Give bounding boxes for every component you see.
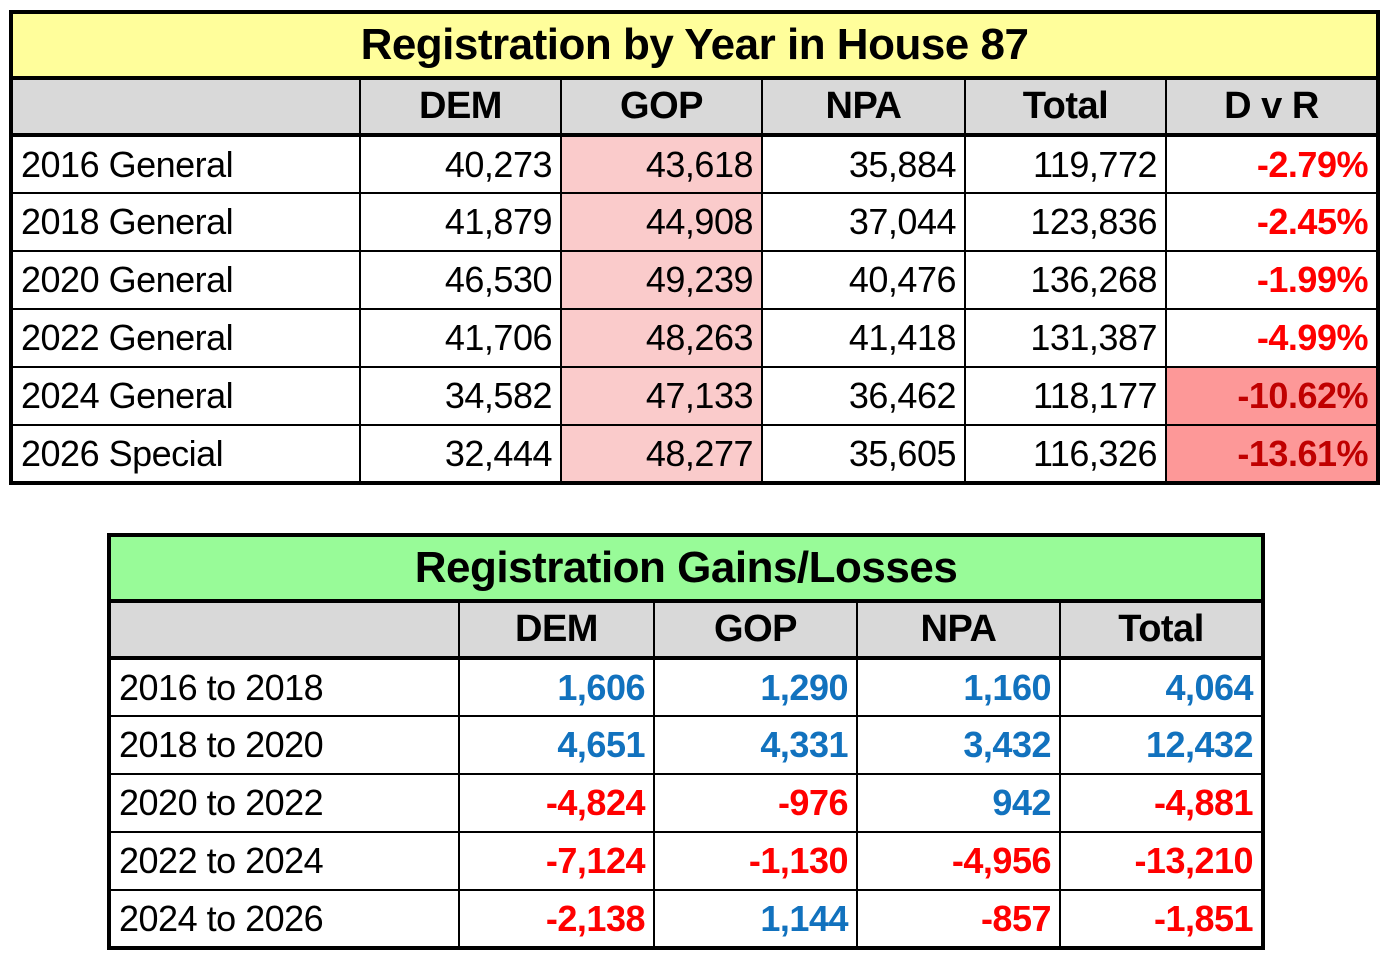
cell-dem: -7,124 xyxy=(458,831,655,891)
table1-header-total: Total xyxy=(964,77,1167,137)
cell-dem: 4,651 xyxy=(458,715,655,775)
table-row-2026-special: 2026 Special 32,444 48,277 35,605 116,32… xyxy=(10,424,1379,484)
cell-npa: 35,605 xyxy=(761,424,966,484)
table-row-2020-to-2022: 2020 to 2022 -4,824 -976 942 -4,881 xyxy=(108,773,1265,833)
table1-header-npa: NPA xyxy=(761,77,966,137)
cell-npa: 36,462 xyxy=(761,366,966,426)
cell-npa: 37,044 xyxy=(761,192,966,252)
cell-dvr: -2.45% xyxy=(1165,192,1379,252)
table2-header-dem: DEM xyxy=(458,600,655,660)
table1-title-row: Registration by Year in House 87 xyxy=(10,11,1379,80)
cell-npa: 942 xyxy=(856,773,1061,833)
table2-header-gop: GOP xyxy=(653,600,858,660)
cell-dvr: -13.61% xyxy=(1165,424,1379,484)
cell-dem: 32,444 xyxy=(359,424,562,484)
cell-gop: 1,290 xyxy=(653,657,858,717)
table1-header-gop: GOP xyxy=(560,77,763,137)
table2-title: Registration Gains/Losses xyxy=(107,534,1265,603)
row-label: 2016 General xyxy=(10,134,361,194)
table2-title-row: Registration Gains/Losses xyxy=(107,534,1265,603)
cell-gop: 43,618 xyxy=(560,134,763,194)
row-label: 2016 to 2018 xyxy=(108,657,460,717)
cell-dvr: -1.99% xyxy=(1165,250,1379,310)
cell-gop: -1,130 xyxy=(653,831,858,891)
table-row-2016-general: 2016 General 40,273 43,618 35,884 119,77… xyxy=(10,134,1379,194)
cell-total: 131,387 xyxy=(964,308,1167,368)
cell-total: 116,326 xyxy=(964,424,1167,484)
row-label: 2026 Special xyxy=(10,424,361,484)
table1-header-dem: DEM xyxy=(359,77,562,137)
table-row-2022-to-2024: 2022 to 2024 -7,124 -1,130 -4,956 -13,21… xyxy=(108,831,1265,891)
cell-total: 136,268 xyxy=(964,250,1167,310)
table2-header-total: Total xyxy=(1058,600,1265,660)
cell-npa: 40,476 xyxy=(761,250,966,310)
cell-npa: -857 xyxy=(856,889,1061,949)
table-row-2024-general: 2024 General 34,582 47,133 36,462 118,17… xyxy=(10,366,1379,426)
cell-gop: 1,144 xyxy=(653,889,858,949)
cell-total: 12,432 xyxy=(1058,715,1265,775)
table1-header-blank xyxy=(10,77,361,137)
cell-dem: 41,879 xyxy=(359,192,562,252)
cell-npa: -4,956 xyxy=(856,831,1061,891)
registration-gains-losses-table: Registration Gains/Losses DEM GOP NPA To… xyxy=(107,533,1266,950)
row-label: 2022 General xyxy=(10,308,361,368)
row-label: 2018 to 2020 xyxy=(108,715,460,775)
table1-title: Registration by Year in House 87 xyxy=(10,11,1379,80)
cell-total: 119,772 xyxy=(964,134,1167,194)
table1-header-dvr: D v R xyxy=(1165,77,1379,137)
cell-total: -4,881 xyxy=(1058,773,1265,833)
cell-gop: 48,277 xyxy=(560,424,763,484)
table-row-2020-general: 2020 General 46,530 49,239 40,476 136,26… xyxy=(10,250,1379,310)
row-label: 2024 General xyxy=(10,366,361,426)
cell-dem: 40,273 xyxy=(359,134,562,194)
cell-gop: 47,133 xyxy=(560,366,763,426)
cell-npa: 3,432 xyxy=(856,715,1061,775)
cell-total: 123,836 xyxy=(964,192,1167,252)
cell-total: -1,851 xyxy=(1058,889,1265,949)
table2-header-blank xyxy=(108,600,460,660)
table-row-2018-general: 2018 General 41,879 44,908 37,044 123,83… xyxy=(10,192,1379,252)
table1-header-row: DEM GOP NPA Total D v R xyxy=(10,77,1379,137)
cell-dvr: -2.79% xyxy=(1165,134,1379,194)
cell-npa: 1,160 xyxy=(856,657,1061,717)
table-row-2024-to-2026: 2024 to 2026 -2,138 1,144 -857 -1,851 xyxy=(108,889,1265,949)
cell-gop: 48,263 xyxy=(560,308,763,368)
cell-npa: 41,418 xyxy=(761,308,966,368)
row-label: 2024 to 2026 xyxy=(108,889,460,949)
cell-npa: 35,884 xyxy=(761,134,966,194)
cell-dvr: -10.62% xyxy=(1165,366,1379,426)
table2-header-npa: NPA xyxy=(856,600,1061,660)
table-row-2016-to-2018: 2016 to 2018 1,606 1,290 1,160 4,064 xyxy=(108,657,1265,717)
cell-dem: 41,706 xyxy=(359,308,562,368)
cell-total: -13,210 xyxy=(1058,831,1265,891)
cell-gop: 4,331 xyxy=(653,715,858,775)
cell-dem: 46,530 xyxy=(359,250,562,310)
row-label: 2020 to 2022 xyxy=(108,773,460,833)
row-label: 2018 General xyxy=(10,192,361,252)
row-label: 2022 to 2024 xyxy=(108,831,460,891)
cell-gop: 44,908 xyxy=(560,192,763,252)
cell-dvr: -4.99% xyxy=(1165,308,1379,368)
cell-dem: 34,582 xyxy=(359,366,562,426)
cell-dem: -4,824 xyxy=(458,773,655,833)
cell-gop: -976 xyxy=(653,773,858,833)
cell-total: 118,177 xyxy=(964,366,1167,426)
table-row-2022-general: 2022 General 41,706 48,263 41,418 131,38… xyxy=(10,308,1379,368)
table-row-2018-to-2020: 2018 to 2020 4,651 4,331 3,432 12,432 xyxy=(108,715,1265,775)
cell-dem: -2,138 xyxy=(458,889,655,949)
registration-by-year-table: Registration by Year in House 87 DEM GOP… xyxy=(9,10,1380,485)
cell-total: 4,064 xyxy=(1058,657,1265,717)
row-label: 2020 General xyxy=(10,250,361,310)
cell-gop: 49,239 xyxy=(560,250,763,310)
table2-header-row: DEM GOP NPA Total xyxy=(108,600,1265,660)
cell-dem: 1,606 xyxy=(458,657,655,717)
